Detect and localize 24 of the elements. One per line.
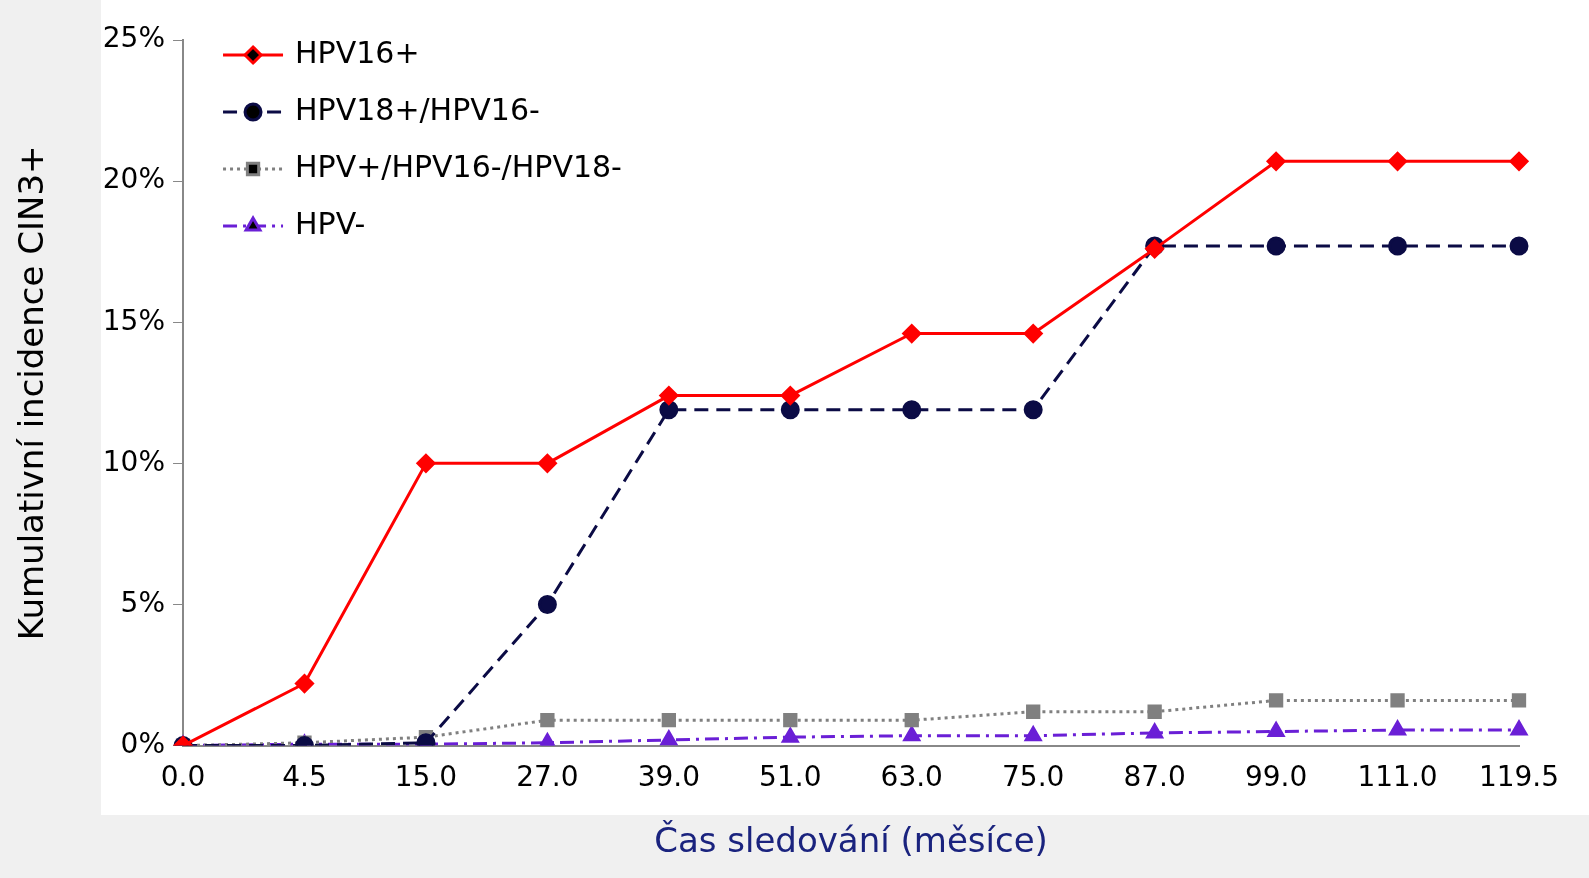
y-tick-label: 5% xyxy=(120,585,166,619)
x-tick-label: 111.0 xyxy=(1357,759,1438,793)
x-tick-label: 39.0 xyxy=(637,759,701,793)
y-tick-label: 0% xyxy=(120,726,166,760)
x-tick-label: 75.0 xyxy=(1002,759,1065,793)
x-tick-label: 87.0 xyxy=(1123,759,1186,793)
legend-label: HPV- xyxy=(295,205,366,241)
x-tick-label: 15.0 xyxy=(394,759,458,793)
y-axis-title: Kumulativní incidence CIN3+ xyxy=(11,145,52,641)
x-tick-label: 51.0 xyxy=(759,759,822,793)
legend-label: HPV+/HPV16-/HPV18- xyxy=(295,148,622,184)
legend-label: HPV16+ xyxy=(295,34,420,70)
y-tick-label: 25% xyxy=(102,21,166,55)
x-tick-label: 27.0 xyxy=(516,759,579,793)
x-axis-title: Čas sledování (měsíce) xyxy=(654,820,1048,861)
y-tick-label: 15% xyxy=(102,303,166,337)
x-tick-label: 119.5 xyxy=(1478,759,1560,793)
x-tick-label: 4.5 xyxy=(282,759,327,793)
x-tick-label: 63.0 xyxy=(880,759,943,793)
x-tick-label: 0.0 xyxy=(160,759,206,793)
y-tick-label: 20% xyxy=(102,162,166,196)
legend-label: HPV18+/HPV16- xyxy=(295,91,540,127)
x-tick-label: 99.0 xyxy=(1244,759,1308,793)
y-tick-label: 10% xyxy=(102,444,166,478)
